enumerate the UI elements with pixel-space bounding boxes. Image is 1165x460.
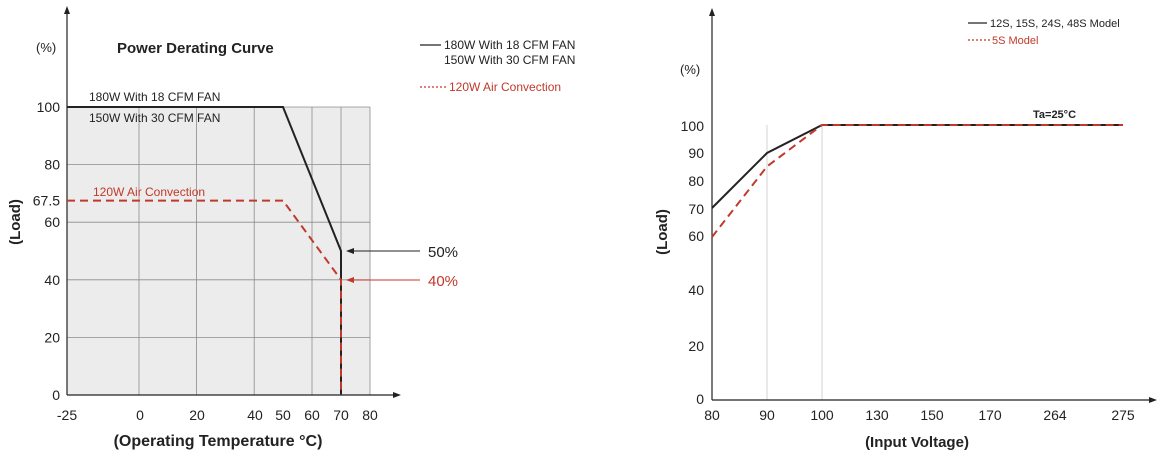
tick-labels: 80 90 100 130 150 170 264 275 0 20 40 60 70 80 90 100	[681, 118, 1135, 423]
y-tick-label: 40	[688, 282, 704, 298]
curve-label-150w: 150W With 30 CFM FAN	[89, 111, 220, 125]
x-tick-label: 264	[1043, 407, 1067, 423]
y-tick-label: 100	[681, 118, 705, 134]
plot-background	[67, 107, 370, 395]
chart-title: Power Derating Curve	[117, 40, 274, 57]
series-line	[67, 199, 342, 395]
x-tick-label: 130	[865, 407, 889, 423]
legend-entry-180w: 180W With 18 CFM FAN	[444, 38, 575, 52]
callout-50-label: 50%	[428, 244, 458, 261]
y-tick-label: 20	[44, 329, 60, 345]
curve-label-180w: 180W With 18 CFM FAN	[89, 90, 220, 104]
input-voltage-chart: 80 90 100 130 150 170 264 275 0 20 40 60 70 80 90 100 (…	[654, 8, 1157, 451]
y-tick-label: 20	[688, 338, 704, 354]
x-tick-label: 70	[333, 407, 349, 423]
x-tick-label: -25	[57, 407, 77, 423]
y-tick-label: 67.5	[33, 193, 60, 209]
series-lines	[711, 124, 1123, 238]
legend-entry-150w: 150W With 30 CFM FAN	[444, 53, 575, 67]
legend-entry-120w: 120W Air Convection	[449, 80, 561, 94]
y-tick-label: 80	[44, 157, 60, 173]
y-axis-arrow	[64, 6, 70, 14]
x-tick-label: 170	[978, 407, 1002, 423]
y-unit-label: (%)	[36, 40, 56, 55]
x-axis-arrow	[1149, 397, 1157, 403]
x-tick-label: 40	[247, 407, 263, 423]
y-tick-label: 0	[52, 387, 60, 403]
tick-labels: -25 0 20 40 50 60 70 80 0 20 40 60 67.5 80 100	[33, 99, 378, 423]
y-tick-label: 60	[44, 214, 60, 230]
y-axis-label: (Load)	[654, 209, 671, 255]
x-tick-label: 60	[304, 407, 320, 423]
x-tick-label: 80	[362, 407, 378, 423]
x-axis-label: (Operating Temperature °C)	[114, 433, 323, 450]
series-line	[711, 124, 1123, 238]
y-axis-label: (Load)	[7, 199, 24, 245]
x-tick-label: 80	[704, 407, 720, 423]
y-tick-label: 60	[688, 228, 704, 244]
y-tick-label: 100	[37, 99, 61, 115]
y-tick-label: 70	[688, 201, 704, 217]
grid-lines	[766, 125, 823, 400]
y-tick-label: 80	[688, 173, 704, 189]
x-tick-label: 90	[759, 407, 775, 423]
y-tick-label: 90	[688, 145, 704, 161]
x-tick-label: 50	[275, 407, 291, 423]
x-tick-label: 275	[1111, 407, 1135, 423]
y-tick-label: 0	[696, 391, 704, 407]
derating-chart: -25 0 20 40 50 60 70 80 0 20 40 60 67.5 80 100 (%) Pow…	[7, 6, 575, 450]
x-tick-label: 0	[136, 407, 144, 423]
y-axis-arrow	[709, 8, 715, 16]
callout-40-label: 40%	[428, 273, 458, 290]
callout-50-arrow	[346, 248, 354, 254]
x-axis-label: (Input Voltage)	[865, 434, 969, 451]
curve-label-120w: 120W Air Convection	[93, 185, 205, 199]
legend-entry-12s: 12S, 15S, 24S, 48S Model	[990, 18, 1120, 30]
series-lines	[67, 106, 342, 395]
series-line	[711, 124, 1123, 209]
x-tick-label: 150	[920, 407, 944, 423]
x-tick-label: 20	[189, 407, 205, 423]
y-unit-label: (%)	[680, 62, 700, 77]
ambient-annotation: Ta=25°C	[1033, 109, 1076, 121]
y-tick-label: 40	[44, 272, 60, 288]
x-tick-label: 100	[810, 407, 834, 423]
x-axis-arrow	[393, 392, 401, 398]
legend-entry-5s: 5S Model	[992, 35, 1038, 47]
callout-40-arrow	[346, 277, 354, 283]
